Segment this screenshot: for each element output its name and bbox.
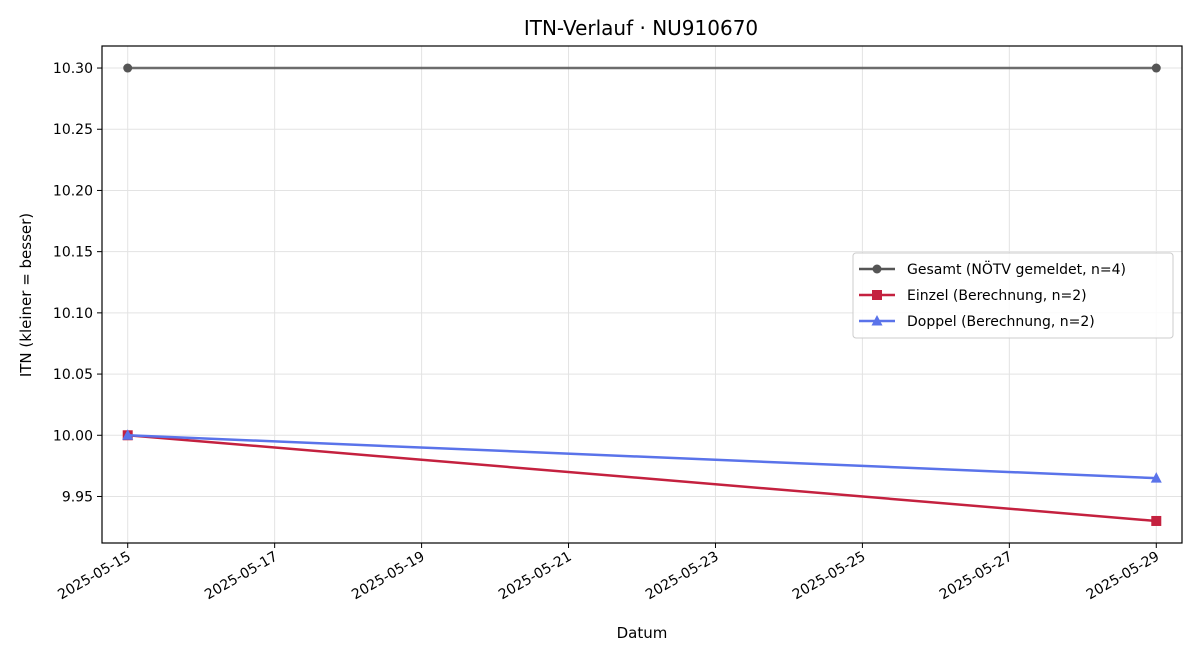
chart-title: ITN-Verlauf · NU910670 — [524, 16, 758, 40]
series-triangle — [122, 429, 1162, 483]
data-point — [1151, 63, 1161, 73]
y-tick-label: 10.10 — [53, 306, 93, 322]
series-square — [122, 430, 1162, 526]
x-tick-label: 2025-05-19 — [349, 549, 427, 604]
data-point — [1151, 515, 1162, 526]
y-tick-label: 10.30 — [53, 61, 93, 77]
y-axis: 9.95 10.00 10.05 10.10 10.15 10.20 10.25 10.30 — [53, 61, 102, 505]
data-point — [123, 63, 133, 73]
y-tick-label: 9.95 — [62, 489, 93, 505]
series-line — [127, 434, 1157, 523]
x-tick-label: 2025-05-21 — [496, 549, 574, 604]
series-layer — [122, 63, 1162, 526]
y-axis-label: ITN (kleiner = besser) — [17, 213, 35, 377]
x-tick-label: 2025-05-25 — [790, 549, 868, 604]
x-tick-label: 2025-05-17 — [202, 549, 280, 604]
data-point — [1150, 472, 1162, 483]
x-axis: 2025-05-15 2025-05-17 2025-05-19 2025-05-21… — [55, 543, 1162, 603]
y-tick-label: 10.05 — [53, 367, 93, 383]
y-tick-label: 10.25 — [53, 122, 93, 138]
legend-marker — [871, 315, 883, 326]
y-tick-label: 10.00 — [53, 428, 93, 444]
legend-entry-label: Einzel (Berechnung, n=2) — [907, 288, 1087, 304]
x-tick-label: 2025-05-15 — [55, 549, 133, 604]
legend-marker — [872, 264, 882, 274]
x-tick-label: 2025-05-29 — [1084, 549, 1162, 604]
legend-marker — [872, 290, 882, 300]
legend-entry-label: Gesamt (NÖTV gemeldet, n=4) — [907, 260, 1126, 278]
y-tick-label: 10.20 — [53, 183, 93, 199]
x-axis-label: Datum — [617, 624, 668, 642]
x-tick-label: 2025-05-23 — [643, 549, 721, 604]
legend-entry-label: Doppel (Berechnung, n=2) — [907, 314, 1095, 330]
series-circle — [123, 63, 1161, 73]
x-tick-label: 2025-05-27 — [937, 549, 1015, 604]
series-line — [127, 434, 1157, 480]
plot-frame — [101, 45, 1183, 544]
legend: Gesamt (NÖTV gemeldet, n=4) Einzel (Berec… — [852, 252, 1174, 339]
legend-box — [852, 252, 1174, 339]
data-point — [122, 429, 134, 440]
y-tick-label: 10.15 — [53, 245, 93, 261]
